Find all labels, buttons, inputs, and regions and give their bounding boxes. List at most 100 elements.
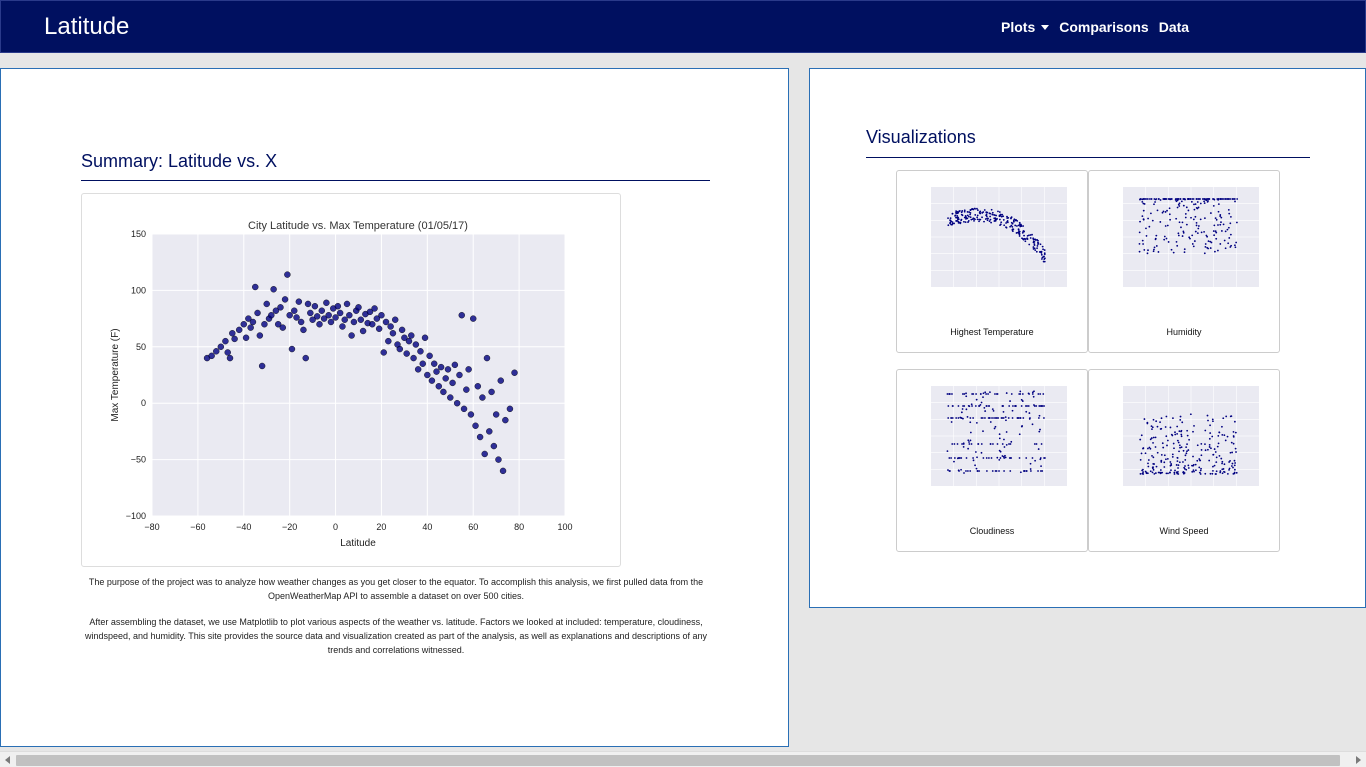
thumbnail-point [1195,198,1198,200]
thumbnail-point [1146,252,1149,255]
x-tick-label: 20 [376,522,386,532]
thumbnail-point [1198,471,1201,474]
thumbnail-point [1029,234,1032,236]
thumbnail-point [1224,439,1227,442]
thumbnail-point [1162,446,1165,449]
thumbnail-point [1206,235,1209,238]
thumbnail-point [972,417,975,419]
thumbnail-point [1022,417,1025,419]
thumbnail-point [1006,220,1009,222]
thumbnail-point [1171,453,1174,456]
scatter-point [431,360,438,367]
thumbnail-point [1168,207,1171,210]
thumbnail-point [1217,434,1220,437]
thumbnail-point [1198,466,1201,469]
thumbnail-point [1022,230,1025,233]
thumbnail-point [1011,222,1014,225]
thumbnail-wind-speed[interactable]: Wind Speed [1088,369,1280,552]
scatter-point [378,312,385,319]
thumbnail-point [1026,234,1029,237]
thumbnail-point [965,392,967,395]
thumbnail-point [1233,244,1236,247]
thumbnail-point [1175,241,1178,243]
brand-logo-text[interactable]: Latitude [44,13,130,40]
thumbnail-point [1176,425,1179,428]
thumbnail-point [955,212,958,215]
scroll-left-arrow-icon[interactable] [5,756,10,764]
thumbnail-point [949,470,951,472]
thumbnail-highest-temperature[interactable]: Highest Temperature [896,170,1088,353]
scatter-point [343,300,351,308]
thumbnail-point [1145,227,1147,230]
thumbnail-point [1165,198,1168,200]
scatter-point [382,318,390,326]
thumbnail-point [1149,438,1152,441]
thumbnail-point [1204,243,1207,245]
thumbnail-point [1180,446,1183,449]
thumbnail-point [1192,245,1195,248]
thumbnail-point [1213,234,1216,237]
thumbnail-point [1169,464,1172,467]
thumbnail-point [1194,215,1197,218]
x-tick-label: 80 [514,522,524,532]
summary-paragraph-2: After assembling the dataset, we use Mat… [84,617,708,655]
thumbnail-point [1002,215,1005,218]
scatter-point [428,377,436,384]
thumbnail-point [953,443,956,445]
thumbnail-humidity[interactable]: Humidity [1088,170,1280,353]
thumbnail-point [1207,198,1209,200]
scatter-point [405,337,413,345]
thumbnail-point [1177,473,1180,475]
thumbnail-point [951,221,954,224]
thumbnail-point [980,401,983,404]
thumbnail-point [1217,198,1220,201]
thumbnail-point [1200,454,1203,457]
nav-item-data[interactable]: Data [1158,19,1190,35]
thumbnail-point [971,405,973,407]
scatter-point [474,383,482,390]
thumbnail-point [985,211,988,214]
thumbnail-point [1218,454,1221,457]
thumbnail-point [1226,435,1229,438]
thumbnail-point [1163,454,1166,457]
thumbnail-caption: Highest Temperature [950,327,1034,337]
thumbnail-point [1038,414,1041,417]
scatter-point [442,375,449,382]
thumbnail-point [1139,472,1142,475]
thumbnail-point [1151,219,1154,222]
thumbnail-point [1189,237,1191,240]
scatter-point [424,371,431,379]
thumbnail-point [1023,234,1025,237]
scroll-right-arrow-icon[interactable] [1356,756,1361,764]
thumbnail-point [948,457,951,459]
thumbnail-point [1035,250,1038,253]
thumbnail-point [960,219,963,222]
plot-area [152,234,565,516]
thumbnail-point [978,470,980,472]
nav-item-plots[interactable]: Plots [1001,19,1050,35]
nav-item-plots-label: Plots [1001,19,1036,35]
thumbnail-point [1037,241,1039,244]
thumbnail-point [1165,458,1167,461]
horizontal-scrollbar[interactable] [0,751,1366,767]
thumbnail-point [1160,453,1163,456]
thumbnail-point [1200,449,1203,451]
thumbnail-point [1185,223,1188,226]
scatter-point [320,315,328,322]
nav-item-comparisons[interactable]: Comparisons [1059,19,1149,35]
thumbnail-point [1034,459,1037,462]
thumbnail-point [969,431,972,434]
thumbnail-point [1035,405,1038,407]
thumbnail-point [1149,212,1152,215]
thumbnail-point [1147,217,1149,220]
thumbnail-point [1223,471,1226,473]
thumbnail-point [1192,218,1195,221]
thumbnail-point [1215,456,1218,459]
thumbnail-point [1183,248,1186,251]
thumbnail-point [1157,251,1160,253]
scrollbar-thumb[interactable] [16,755,1340,766]
thumbnail-point [1214,451,1217,453]
thumbnail-point [951,417,954,419]
thumbnail-cloudiness[interactable]: Cloudiness [896,369,1088,552]
scatter-point [460,405,468,413]
